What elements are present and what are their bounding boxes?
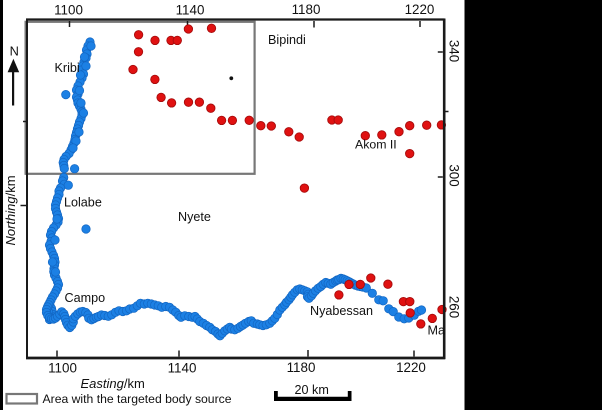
svg-text:300: 300	[447, 164, 462, 186]
svg-text:1140: 1140	[176, 3, 205, 18]
svg-text:20 km: 20 km	[295, 383, 329, 397]
svg-text:1100: 1100	[54, 3, 83, 18]
svg-text:1220: 1220	[396, 360, 426, 375]
svg-text:1180: 1180	[292, 2, 321, 17]
svg-text:Northing/km: Northing/km	[3, 175, 18, 245]
svg-text:Nyete: Nyete	[178, 210, 211, 224]
svg-text:1220: 1220	[405, 2, 435, 17]
svg-text:260: 260	[447, 296, 462, 318]
svg-text:Lolabe: Lolabe	[64, 196, 102, 210]
svg-text:Campo: Campo	[65, 291, 106, 305]
svg-text:Area with the targeted body so: Area with the targeted body source	[43, 392, 232, 406]
svg-text:Ma: Ma	[428, 323, 446, 337]
svg-text:N: N	[10, 44, 19, 59]
svg-text:Nyabessan: Nyabessan	[310, 304, 373, 318]
svg-text:340: 340	[446, 40, 461, 62]
svg-text:1100: 1100	[48, 361, 77, 376]
svg-text:1180: 1180	[287, 360, 316, 375]
svg-text:Easting/km: Easting/km	[81, 376, 145, 391]
svg-text:Akom II: Akom II	[355, 138, 397, 152]
svg-text:Bipindi: Bipindi	[268, 33, 306, 47]
svg-text:1140: 1140	[168, 361, 197, 376]
svg-text:Kribi: Kribi	[55, 61, 80, 75]
